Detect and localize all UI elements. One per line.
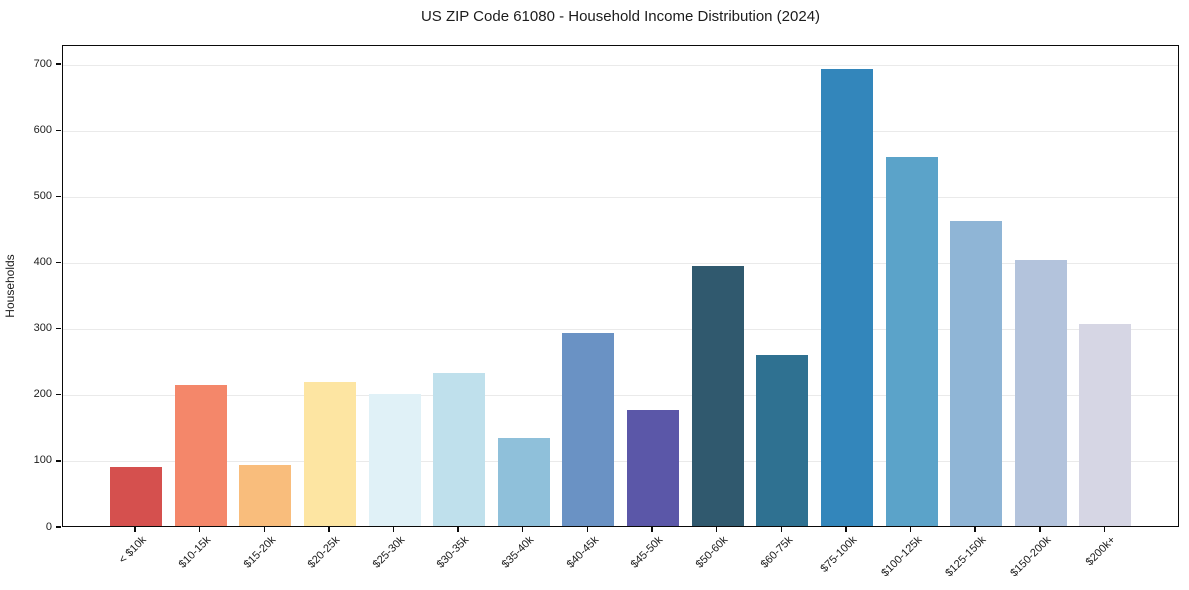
plot-area: [62, 45, 1179, 527]
y-tick-mark: [56, 129, 61, 131]
y-tick-label: 400: [33, 256, 52, 269]
y-tick-mark: [56, 526, 61, 528]
x-tick-label: $200k+: [1083, 534, 1118, 569]
y-tick-mark: [56, 195, 61, 198]
x-tick-mark: [522, 527, 524, 532]
x-tick-mark: [198, 527, 201, 532]
y-tick-label: 300: [33, 322, 52, 335]
x-tick-mark: [457, 527, 459, 532]
bar: [110, 466, 162, 526]
y-tick-mark: [56, 460, 61, 462]
x-tick-mark: [715, 527, 718, 532]
bar: [820, 69, 873, 526]
x-tick-mark: [263, 527, 265, 532]
gridline: [63, 395, 1178, 397]
bar: [303, 381, 356, 526]
x-tick-label: $10-15k: [176, 534, 214, 571]
y-tick-mark: [56, 63, 61, 65]
x-tick-mark: [909, 527, 912, 532]
x-tick-mark: [780, 527, 782, 532]
chart-title: US ZIP Code 61080 - Household Income Dis…: [420, 8, 821, 25]
y-tick-label: 0: [45, 520, 52, 533]
bar: [497, 438, 550, 526]
y-tick-mark: [56, 394, 61, 396]
x-tick-label: $125-150k: [943, 534, 989, 580]
x-tick-label: $45-50k: [628, 534, 666, 571]
x-tick-mark: [845, 527, 847, 532]
x-tick-label: $25-30k: [370, 534, 408, 571]
x-tick-mark: [974, 527, 976, 532]
y-tick-label: 500: [33, 189, 52, 202]
x-tick-label: $40-45k: [564, 534, 601, 571]
bar: [1014, 260, 1067, 526]
bar: [368, 393, 421, 526]
x-tick-mark: [134, 527, 136, 532]
bar: [562, 332, 615, 526]
x-tick-mark: [651, 527, 653, 532]
bar: [756, 355, 809, 526]
x-tick-mark: [328, 527, 330, 532]
x-tick-label: $100-125k: [878, 534, 925, 580]
y-tick-label: 600: [33, 123, 52, 136]
bar: [885, 157, 938, 526]
gridline: [63, 64, 1178, 66]
x-tick-mark: [1039, 527, 1041, 532]
bar: [1079, 323, 1132, 526]
x-tick-mark: [586, 527, 589, 532]
x-tick-label: $50-60k: [693, 534, 731, 571]
x-tick-label: $150-200k: [1008, 534, 1054, 580]
gridline: [63, 263, 1178, 265]
x-tick-label: $30-35k: [435, 534, 472, 571]
bar: [950, 221, 1003, 526]
y-tick-mark: [56, 327, 61, 330]
gridline: [63, 461, 1178, 463]
bar: [433, 372, 486, 526]
bar: [174, 385, 227, 526]
y-tick-mark: [56, 261, 61, 264]
bar: [691, 266, 744, 526]
x-tick-label: $20-25k: [305, 534, 343, 571]
y-tick-label: 700: [33, 57, 52, 70]
gridline: [63, 130, 1178, 132]
x-tick-label: $15-20k: [241, 534, 278, 571]
x-tick-label: $75-100k: [818, 534, 860, 575]
gridline: [63, 196, 1178, 198]
x-tick-mark: [392, 527, 395, 532]
y-tick-label: 200: [33, 388, 52, 401]
bar: [627, 410, 680, 526]
gridline: [63, 329, 1178, 331]
y-tick-label: 100: [33, 454, 52, 467]
x-tick-label: < $10k: [116, 534, 149, 567]
bar: [239, 465, 292, 526]
x-tick-label: $35-40k: [499, 534, 537, 571]
x-tick-mark: [1103, 527, 1106, 532]
x-tick-label: $60-75k: [758, 534, 795, 571]
